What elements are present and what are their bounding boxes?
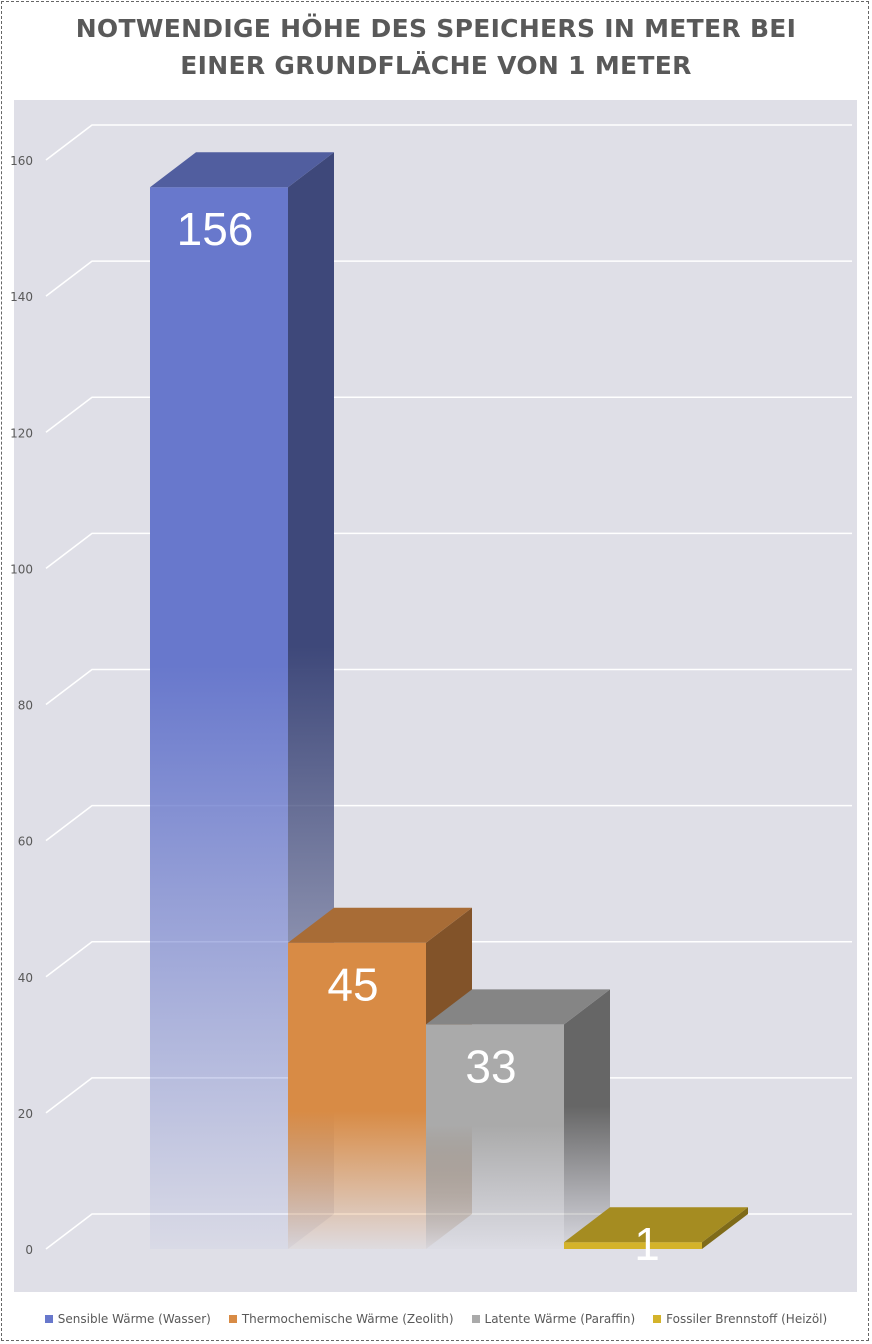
bar-top: [426, 989, 610, 1025]
chart-plot: 0 20 40 60 80 100 120 140 160 156 45 33 1: [10, 100, 857, 1292]
chart-title-line-2: EINER GRUNDFLÄCHE VON 1 METER: [180, 51, 692, 80]
bar-front: [426, 1024, 564, 1249]
chart-title-line-1: NOTWENDIGE HÖHE DES SPEICHERS IN METER B…: [75, 14, 797, 43]
legend-label: Fossiler Brennstoff (Heizöl): [666, 1312, 828, 1326]
bar: [150, 152, 334, 1250]
gridline: [45, 532, 852, 570]
legend-swatch: [228, 1315, 237, 1323]
data-label: 45: [327, 959, 378, 1011]
bar-top: [288, 907, 472, 943]
y-tick-label: 80: [18, 699, 33, 713]
legend-swatch: [471, 1315, 480, 1323]
legend-swatch: [44, 1315, 53, 1323]
legend-swatch: [653, 1315, 662, 1323]
bar-front: [288, 942, 426, 1249]
bar-top: [150, 152, 334, 188]
legend-item: Latente Wärme (Paraffin): [471, 1312, 636, 1326]
legend-label: Thermochemische Wärme (Zeolith): [241, 1312, 454, 1326]
y-tick-label: 100: [10, 562, 33, 576]
legend-label: Sensible Wärme (Wasser): [57, 1312, 211, 1326]
bar-side: [564, 989, 610, 1249]
y-tick-label: 40: [18, 971, 33, 985]
bar-top: [564, 1207, 748, 1243]
y-tick-label: 160: [10, 154, 33, 168]
bar-front: [564, 1242, 702, 1249]
gridline: [45, 940, 852, 978]
bar-front: [150, 187, 288, 1250]
chart-title: NOTWENDIGE HÖHE DES SPEICHERS IN METER B…: [0, 10, 872, 84]
data-label: 156: [177, 203, 254, 255]
data-label: 1: [634, 1218, 660, 1270]
y-tick-label: 120: [10, 426, 33, 440]
y-tick-label: 20: [18, 1107, 33, 1121]
bar: [426, 989, 610, 1249]
legend-label: Latente Wärme (Paraffin): [484, 1312, 636, 1326]
legend-item: Thermochemische Wärme (Zeolith): [228, 1312, 454, 1326]
gridline: [45, 124, 852, 161]
bar-side: [702, 1207, 748, 1249]
legend-item: Fossiler Brennstoff (Heizöl): [653, 1312, 827, 1326]
gridline: [45, 260, 852, 297]
y-tick-label: 0: [25, 1243, 33, 1257]
y-tick-label: 60: [18, 835, 33, 849]
gridline: [45, 804, 852, 842]
gridline: [45, 668, 852, 706]
chart-legend: Sensible Wärme (Wasser) Thermochemische W…: [0, 1312, 872, 1326]
y-tick-label: 140: [10, 290, 33, 304]
bar: [564, 1207, 748, 1249]
gridline: [45, 396, 852, 433]
data-label: 33: [465, 1040, 516, 1092]
legend-item: Sensible Wärme (Wasser): [44, 1312, 211, 1326]
